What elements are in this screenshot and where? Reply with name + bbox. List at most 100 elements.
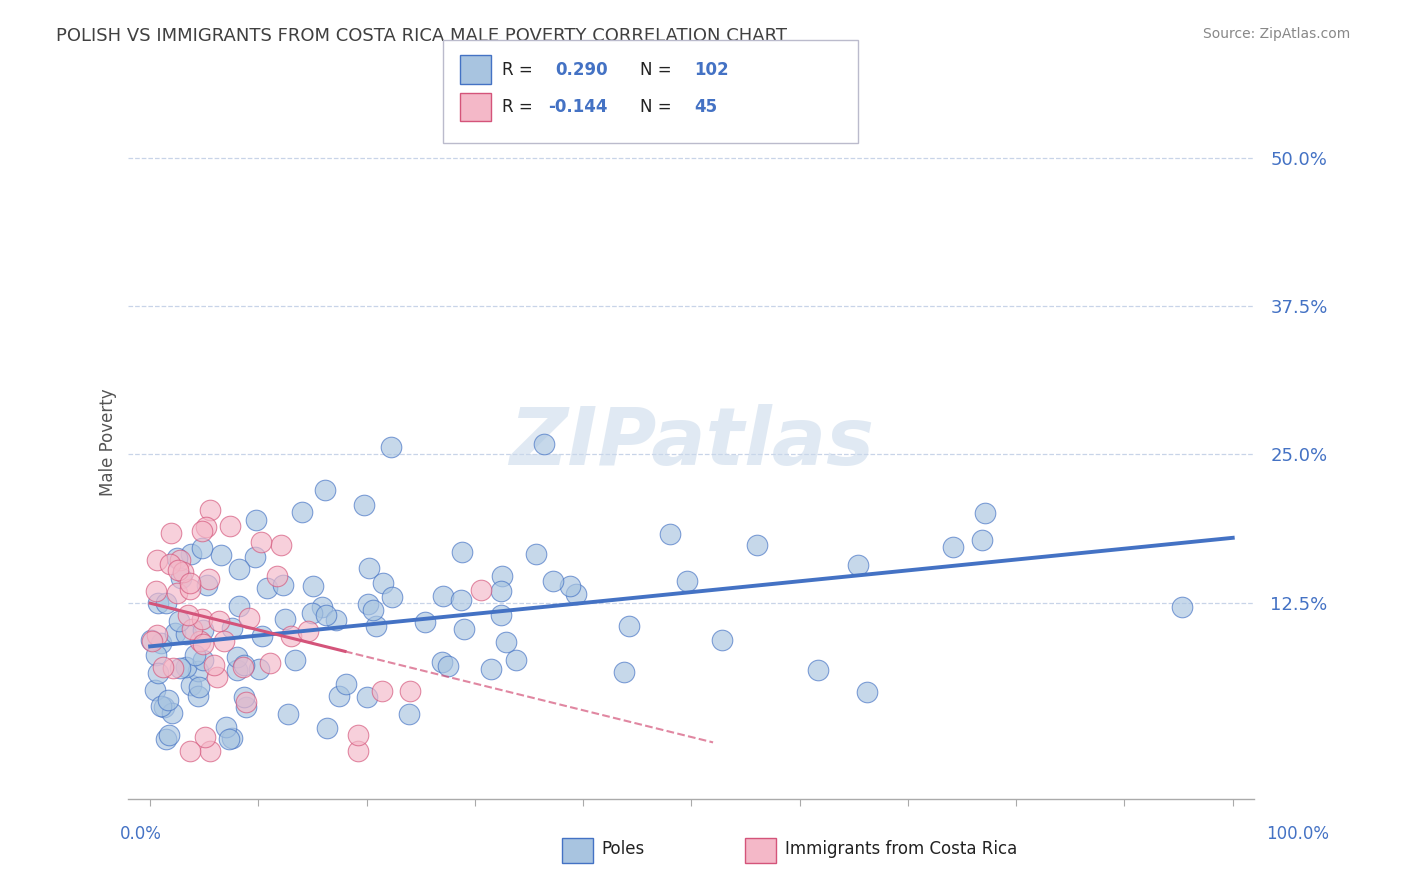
Point: [564, 587, 586, 601]
Point: [166, 550, 188, 565]
Y-axis label: Male Poverty: Male Poverty: [100, 389, 117, 496]
Point: [228, 562, 250, 576]
Point: [169, 615, 191, 629]
Point: [238, 610, 260, 624]
Text: -0.144: -0.144: [548, 98, 607, 116]
Point: [232, 657, 254, 672]
Point: [356, 597, 378, 611]
Point: [153, 700, 176, 714]
Text: 0.290: 0.290: [555, 61, 607, 78]
Text: 102: 102: [695, 61, 730, 78]
Point: [413, 615, 436, 630]
Point: [146, 665, 169, 680]
Point: [250, 628, 273, 642]
Point: [280, 629, 302, 643]
Point: [491, 583, 513, 598]
Point: [371, 575, 394, 590]
Point: [973, 506, 995, 520]
Point: [1171, 599, 1194, 614]
Point: [157, 693, 180, 707]
Point: [225, 650, 247, 665]
Point: [232, 690, 254, 705]
Point: [159, 558, 181, 572]
Point: [347, 744, 370, 758]
Point: [179, 582, 201, 596]
Point: [380, 440, 402, 454]
Point: [301, 606, 323, 620]
Point: [141, 632, 163, 647]
Point: [675, 574, 697, 589]
Point: [325, 613, 347, 627]
Point: [357, 560, 380, 574]
Point: [266, 569, 288, 583]
Point: [208, 614, 231, 628]
Point: [228, 599, 250, 614]
Point: [856, 684, 879, 698]
Point: [232, 660, 254, 674]
Point: [807, 663, 830, 677]
Text: N =: N =: [640, 98, 671, 116]
Point: [177, 608, 200, 623]
Point: [245, 514, 267, 528]
Point: [364, 619, 387, 633]
Point: [541, 574, 564, 588]
Point: [270, 538, 292, 552]
Point: [179, 744, 201, 758]
Point: [328, 689, 350, 703]
Point: [195, 520, 218, 534]
Point: [146, 628, 169, 642]
Point: [152, 659, 174, 673]
Point: [214, 720, 236, 734]
Point: [163, 626, 186, 640]
Point: [524, 548, 547, 562]
Point: [187, 665, 209, 679]
Point: [235, 695, 257, 709]
Point: [617, 619, 640, 633]
Point: [193, 653, 215, 667]
Text: Poles: Poles: [602, 840, 645, 858]
Point: [160, 706, 183, 721]
Point: [218, 732, 240, 747]
Point: [297, 624, 319, 638]
Point: [145, 648, 167, 662]
Text: 100.0%: 100.0%: [1265, 825, 1329, 843]
Point: [211, 548, 233, 562]
Point: [167, 562, 190, 576]
Point: [277, 707, 299, 722]
Text: ZIPatlas: ZIPatlas: [509, 403, 875, 482]
Point: [658, 527, 681, 541]
Point: [450, 545, 472, 559]
Point: [188, 634, 211, 648]
Point: [169, 553, 191, 567]
Point: [145, 553, 167, 567]
Text: Immigrants from Costa Rica: Immigrants from Costa Rica: [785, 840, 1017, 858]
Point: [315, 607, 337, 622]
Point: [174, 660, 197, 674]
Point: [335, 676, 357, 690]
Point: [942, 540, 965, 554]
Point: [311, 600, 333, 615]
Point: [157, 728, 180, 742]
Point: [398, 706, 420, 721]
Point: [170, 570, 193, 584]
Point: [371, 683, 394, 698]
Point: [193, 637, 215, 651]
Point: [197, 572, 219, 586]
Point: [148, 597, 170, 611]
Point: [166, 586, 188, 600]
Text: N =: N =: [640, 61, 671, 78]
Point: [172, 566, 194, 580]
Point: [212, 633, 235, 648]
Point: [202, 658, 225, 673]
Point: [356, 690, 378, 704]
Point: [162, 661, 184, 675]
Point: [150, 698, 173, 713]
Text: 45: 45: [695, 98, 717, 116]
Point: [398, 684, 420, 698]
Point: [195, 578, 218, 592]
Point: [491, 568, 513, 582]
Point: [187, 689, 209, 703]
Point: [316, 722, 339, 736]
Point: [191, 623, 214, 637]
Point: [347, 727, 370, 741]
